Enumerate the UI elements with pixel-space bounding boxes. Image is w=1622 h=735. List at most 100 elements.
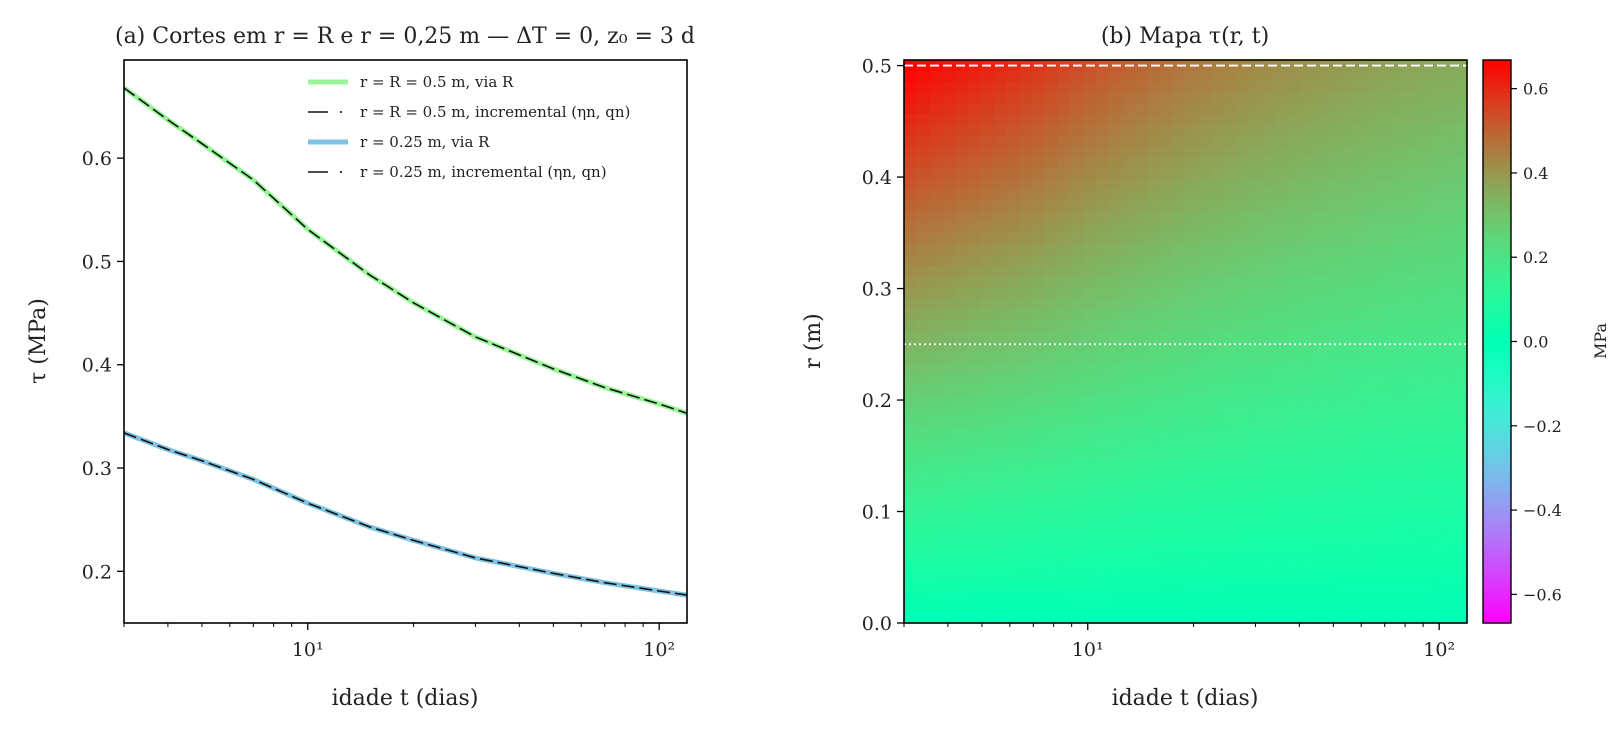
heatmap-cell: [1121, 319, 1135, 332]
heatmap-cell: [993, 298, 1007, 310]
heatmap-cell: [1454, 124, 1467, 137]
heatmap-cell: [1403, 482, 1417, 494]
colorbar-strip: [1483, 547, 1511, 554]
heatmap-cell: [1390, 114, 1404, 126]
heatmap-cell: [1121, 449, 1135, 462]
heatmap-cell: [1454, 384, 1467, 397]
heatmap-cell: [1390, 103, 1404, 115]
colorbar-strip: [1483, 486, 1511, 493]
heatmap-cell: [1441, 503, 1455, 516]
heatmap-cell: [1134, 493, 1148, 505]
heatmap-cell: [993, 319, 1007, 332]
heatmap-cell: [929, 168, 943, 180]
heatmap-cell: [1236, 114, 1251, 126]
heatmap-cell: [1019, 503, 1033, 516]
heatmap-cell: [1044, 406, 1059, 418]
colorbar-strip: [1483, 533, 1511, 540]
heatmap-cell: [1211, 503, 1225, 516]
heatmap-cell: [1172, 276, 1187, 288]
heatmap-cell: [1057, 612, 1071, 623]
heatmap-cell: [1262, 135, 1276, 148]
heatmap-cell: [1044, 179, 1059, 191]
heatmap-cell: [1287, 114, 1302, 126]
heatmap-cell: [1403, 200, 1417, 213]
heatmap-cell: [1159, 547, 1174, 559]
heatmap-cell: [1121, 179, 1135, 191]
heatmap-cell: [1006, 179, 1020, 191]
heatmap-cell: [1441, 330, 1455, 343]
heatmap-cell: [1300, 363, 1315, 375]
colorbar-tick-label: −0.4: [1523, 501, 1562, 520]
heatmap-cell: [1019, 81, 1033, 94]
colorbar-strip: [1483, 407, 1511, 413]
heatmap-cell: [1198, 146, 1212, 159]
heatmap-cell: [1300, 352, 1315, 364]
heatmap-cell: [1300, 254, 1315, 267]
heatmap-cell: [1198, 92, 1212, 104]
heatmap-cell: [1159, 525, 1174, 537]
heatmap-cell: [1083, 417, 1097, 429]
heatmap-cell: [1211, 438, 1225, 451]
heatmap-cell: [1390, 124, 1404, 137]
colorbar-tick-label: −0.6: [1523, 585, 1562, 604]
heatmap-cell: [1287, 189, 1302, 202]
heatmap-cell: [1428, 114, 1443, 126]
colorbar-strip: [1483, 261, 1511, 268]
heatmap-cell: [993, 482, 1007, 494]
heatmap-cell: [1326, 493, 1340, 505]
heatmap-cell: [1377, 579, 1391, 592]
colorbar-strip: [1483, 515, 1511, 521]
heatmap-cell: [1083, 254, 1097, 267]
heatmap-cell: [1236, 471, 1251, 483]
heatmap-cell: [1415, 514, 1430, 527]
heatmap-cell: [1249, 493, 1263, 505]
heatmap-cell: [1377, 287, 1391, 299]
heatmap-cell: [1287, 406, 1302, 418]
heatmap-cell: [1351, 525, 1366, 537]
heatmap-cell: [942, 547, 956, 559]
heatmap-cell: [1326, 211, 1340, 224]
heatmap-cell: [942, 406, 956, 418]
heatmap-cell: [1415, 114, 1430, 126]
heatmap-cell: [1172, 406, 1187, 418]
heatmap-cell: [1172, 233, 1187, 245]
heatmap-cell: [1441, 60, 1455, 72]
heatmap-cell: [1134, 200, 1148, 213]
heatmap-cell: [1364, 471, 1379, 483]
heatmap-cell: [1339, 135, 1353, 148]
heatmap-cell: [916, 254, 931, 267]
heatmap-cell: [1172, 168, 1187, 180]
heatmap-cell: [1044, 233, 1059, 245]
heatmap-cell: [1275, 579, 1289, 592]
heatmap-cell: [1147, 395, 1161, 408]
heatmap-cell: [1415, 482, 1430, 494]
colorbar-strip: [1483, 604, 1511, 610]
heatmap-cell: [1364, 265, 1379, 278]
heatmap-cell: [916, 536, 931, 548]
heatmap-cell: [1313, 579, 1327, 592]
heatmap-cell: [1223, 189, 1238, 202]
heatmap-cell: [955, 568, 969, 581]
heatmap-cell: [942, 384, 956, 397]
heatmap-cell: [1262, 514, 1276, 527]
heatmap-cell: [1403, 363, 1417, 375]
heatmap-cell: [1211, 211, 1225, 224]
heatmap-cell: [1300, 612, 1315, 623]
heatmap-cell: [1121, 579, 1135, 592]
heatmap-cell: [1057, 341, 1071, 353]
heatmap-cell: [1044, 222, 1059, 234]
heatmap-cell: [1326, 590, 1340, 602]
heatmap-cell: [1364, 493, 1379, 505]
heatmap-cell: [916, 460, 931, 473]
heatmap-cell: [1211, 309, 1225, 321]
heatmap-cell: [1454, 449, 1467, 462]
heatmap-cell: [1364, 341, 1379, 353]
heatmap-cell: [1147, 590, 1161, 602]
heatmap-cell: [929, 363, 943, 375]
heatmap-cell: [1211, 200, 1225, 213]
heatmap-cell: [1390, 92, 1404, 104]
heatmap-cell: [1147, 536, 1161, 548]
heatmap-cell: [1095, 503, 1110, 516]
heatmap-cell: [1236, 514, 1251, 527]
heatmap-cell: [1057, 319, 1071, 332]
